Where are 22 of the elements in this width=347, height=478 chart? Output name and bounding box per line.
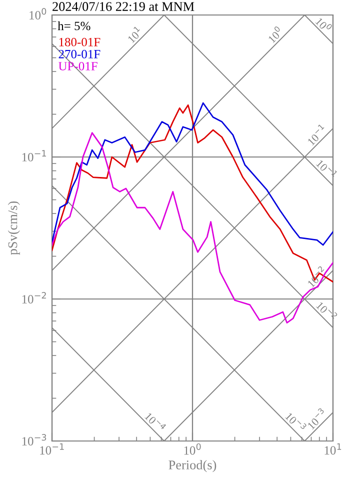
annotation: 10$^{1}$ (126, 26, 143, 44)
y-tick-label: 10$^{−1}$ (22, 150, 46, 162)
x-tick-label: 10$^{1}$ (324, 443, 342, 455)
x-tick-label: 10$^{−1}$ (40, 443, 64, 455)
annotation: h= 5% (58, 21, 90, 30)
y-tick-label: 10$^{−3}$ (22, 434, 46, 446)
annotation: 10$^{−3}$ (284, 410, 307, 433)
x-tick-label: 10$^{0}$ (184, 443, 201, 455)
annotation: 10$^{0}$ (315, 16, 333, 34)
text: UP-01F (58, 62, 98, 70)
chart-title: 2024/07/16 22:19 at MNM (52, 2, 194, 12)
text: 180-01F (59, 38, 100, 46)
x-axis-title: Period(s) (168, 460, 216, 472)
y-tick-label: 10$^{0}$ (30, 8, 46, 20)
annotation: 10$^{−4}$ (144, 410, 167, 433)
annotation: 10$^{0}$ (266, 26, 284, 44)
annotation: 10$^{−2}$ (305, 266, 328, 288)
annotation: 10$^{−1}$ (305, 124, 328, 146)
annotation: 10$^{−3}$ (305, 408, 328, 430)
y-axis-title: pSv(cm/s) (8, 201, 20, 255)
y-tick-label: 10$^{−2}$ (22, 292, 46, 304)
text: 270-01F (58, 50, 100, 58)
